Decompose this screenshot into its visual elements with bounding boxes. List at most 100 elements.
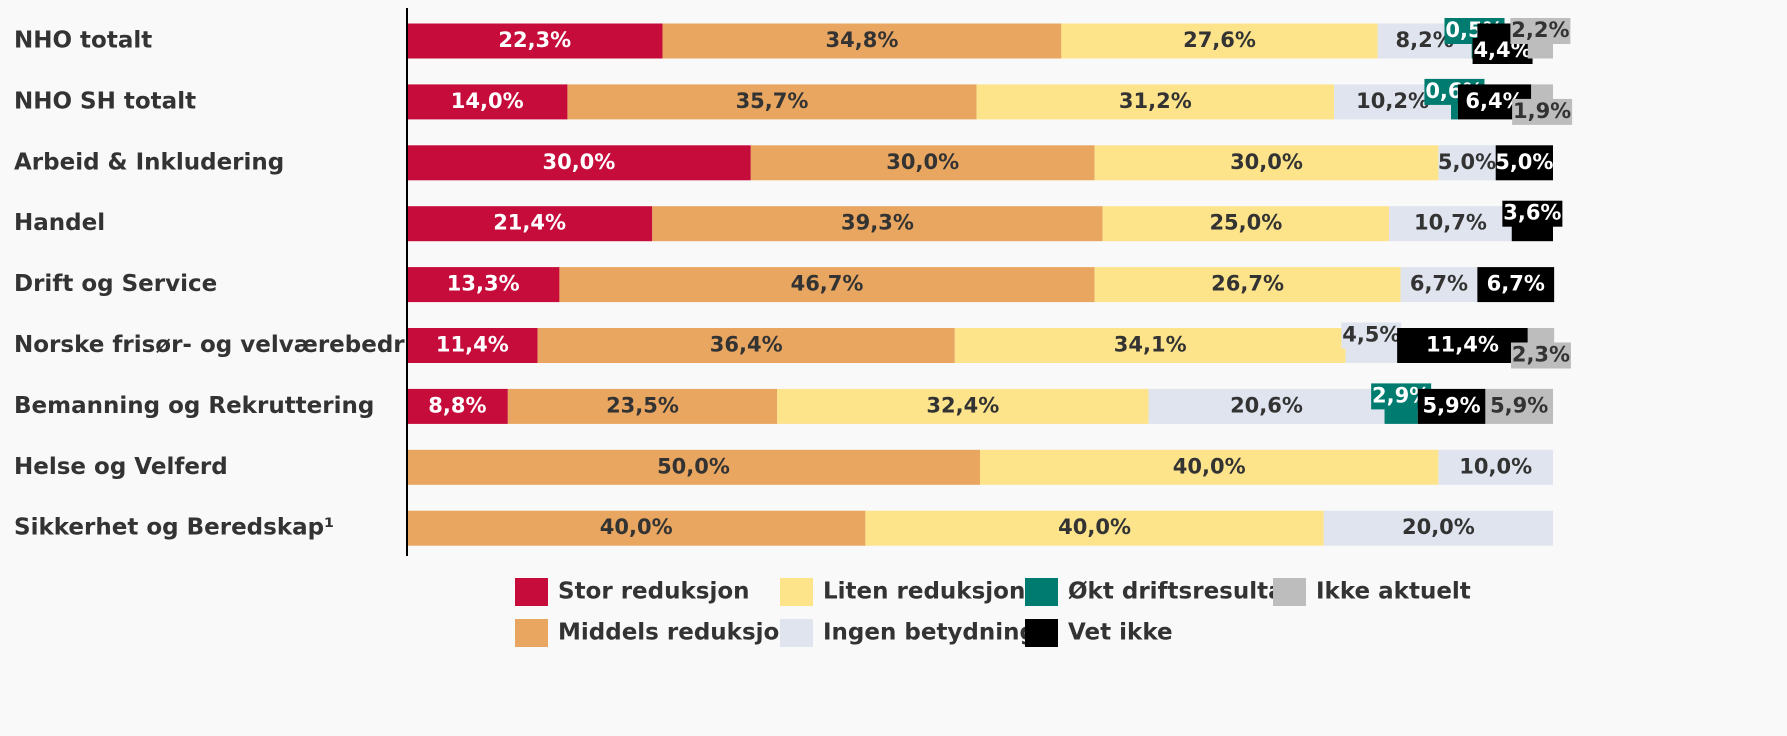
- value-label: 14,0%: [451, 89, 524, 113]
- bar-segment: [1477, 267, 1555, 303]
- value-label: 34,1%: [1114, 333, 1187, 357]
- category-label: Bemanning og Rekruttering: [14, 393, 374, 419]
- bar-segment: [507, 388, 778, 424]
- bar-segment: [407, 23, 663, 59]
- value-label: 6,7%: [1487, 272, 1545, 296]
- label-bg: [1502, 200, 1563, 227]
- bar-segment: [407, 510, 866, 546]
- bar-segment: [407, 449, 980, 485]
- value-label: 8,8%: [428, 393, 486, 417]
- bar-segment: [1102, 206, 1390, 242]
- value-label: 36,4%: [710, 333, 783, 357]
- value-label: 20,0%: [1402, 515, 1475, 539]
- value-label: 3,6%: [1503, 201, 1561, 225]
- value-label: 5,0%: [1438, 150, 1496, 174]
- legend-swatch: [1273, 578, 1306, 606]
- value-label: 10,2%: [1356, 89, 1429, 113]
- bar-segment: [1485, 388, 1553, 424]
- value-label: 4,5%: [1342, 323, 1400, 347]
- legend-label: Vet ikke: [1068, 620, 1173, 646]
- bar-segment: [407, 267, 560, 303]
- value-label: 40,0%: [600, 515, 673, 539]
- category-label: Arbeid & Inkludering: [14, 149, 284, 175]
- category-label: NHO SH totalt: [14, 88, 196, 114]
- bar-segment: [1094, 267, 1401, 303]
- bar-segment: [976, 84, 1335, 120]
- value-label: 46,7%: [791, 272, 864, 296]
- bar-segment: [1417, 388, 1486, 424]
- bar-segment: [777, 388, 1149, 424]
- value-label: 8,2%: [1396, 28, 1454, 52]
- legend-swatch: [515, 619, 548, 647]
- bar-segment: [567, 84, 977, 120]
- legend-swatch: [1025, 578, 1058, 606]
- bar-segment: [954, 328, 1346, 363]
- value-label: 5,9%: [1490, 393, 1548, 417]
- value-label: 50,0%: [657, 454, 730, 478]
- legend-label: Stor reduksjon: [558, 579, 750, 605]
- value-label: 13,3%: [447, 272, 520, 296]
- category-label: Drift og Service: [14, 271, 217, 297]
- bar-segment: [1438, 145, 1496, 181]
- bar-segment: [407, 388, 508, 424]
- value-label: 26,7%: [1211, 272, 1284, 296]
- legend-swatch: [780, 578, 813, 606]
- bar-segment: [750, 145, 1095, 181]
- bar-segment: [1323, 510, 1553, 546]
- value-label: 32,4%: [926, 393, 999, 417]
- bar-segment: [980, 449, 1439, 485]
- value-label: 25,0%: [1209, 211, 1282, 235]
- bar-segment: [1438, 449, 1553, 485]
- legend-label: Ingen betydning: [823, 620, 1036, 646]
- bar-segment: [1397, 328, 1528, 363]
- value-label: 11,4%: [1426, 333, 1499, 357]
- category-label: Handel: [14, 210, 105, 236]
- bar-segment: [1148, 388, 1385, 424]
- value-label: 40,0%: [1173, 454, 1246, 478]
- bar-segment: [407, 84, 568, 120]
- legend-label: Middels reduksjon: [558, 620, 796, 646]
- value-label: 21,4%: [493, 211, 566, 235]
- bar-segment: [537, 328, 955, 363]
- value-label: 35,7%: [736, 89, 809, 113]
- bar-segment: [1495, 145, 1553, 181]
- value-label: 1,9%: [1513, 99, 1571, 123]
- value-label: 27,6%: [1183, 28, 1256, 52]
- category-label: Sikkerhet og Beredskap¹: [14, 515, 334, 541]
- value-label: 39,3%: [841, 211, 914, 235]
- label-bg: [1510, 18, 1571, 44]
- category-label: Helse og Velferd: [14, 454, 228, 480]
- value-label: 20,6%: [1230, 393, 1303, 417]
- value-label: 34,8%: [826, 28, 899, 52]
- legend-label: Liten reduksjon: [823, 579, 1025, 605]
- bar-segment: [1400, 267, 1478, 303]
- bar-segment: [652, 206, 1103, 242]
- bar-segment: [1094, 145, 1439, 181]
- bar-segment: [865, 510, 1324, 546]
- legend-label: Ikke aktuelt: [1316, 579, 1471, 605]
- value-label: 23,5%: [606, 393, 679, 417]
- value-label: 30,0%: [1230, 150, 1303, 174]
- value-label: 30,0%: [542, 150, 615, 174]
- bar-segment: [1389, 206, 1512, 242]
- legend-label: Økt driftsresultat: [1068, 579, 1295, 605]
- value-label: 10,7%: [1414, 211, 1487, 235]
- bar-segment: [407, 328, 538, 363]
- value-label: 11,4%: [436, 333, 509, 357]
- value-label: 10,0%: [1459, 454, 1532, 478]
- legend-swatch: [1025, 619, 1058, 647]
- value-label: 30,0%: [886, 150, 959, 174]
- value-label: 2,2%: [1511, 18, 1569, 42]
- value-label: 5,9%: [1422, 393, 1480, 417]
- bar-segment: [1061, 23, 1378, 59]
- label-bg: [1512, 98, 1573, 125]
- value-label: 6,7%: [1410, 272, 1468, 296]
- value-label: 5,0%: [1495, 150, 1553, 174]
- label-bg: [1510, 342, 1571, 369]
- bar-segment: [662, 23, 1062, 59]
- bar-segment: [407, 145, 751, 181]
- value-label: 22,3%: [498, 28, 571, 52]
- label-bg: [1341, 322, 1402, 349]
